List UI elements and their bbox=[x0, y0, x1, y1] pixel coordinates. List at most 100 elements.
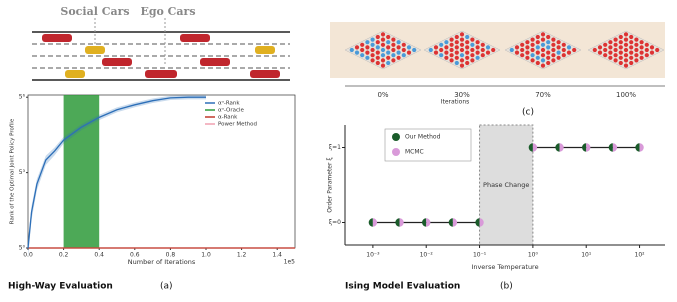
x-tick-label: 0.0 bbox=[23, 252, 33, 259]
spin bbox=[380, 47, 386, 53]
axis-offset: 1e5 bbox=[284, 259, 296, 266]
spin bbox=[634, 42, 639, 47]
spin bbox=[465, 34, 470, 40]
panel-tag: (c) bbox=[522, 108, 534, 118]
spin bbox=[546, 40, 551, 45]
spin bbox=[406, 50, 412, 55]
spin bbox=[365, 45, 370, 50]
y-tick-label: ξ=0 bbox=[329, 219, 341, 226]
spin bbox=[365, 50, 370, 55]
spin bbox=[459, 42, 465, 47]
spin bbox=[465, 45, 470, 50]
region-label: Phase Change bbox=[483, 181, 529, 189]
legend-label: αᵅ-Rank bbox=[218, 101, 240, 107]
spin bbox=[396, 45, 401, 50]
spin bbox=[608, 40, 613, 45]
spin bbox=[613, 53, 618, 58]
spin bbox=[386, 60, 391, 66]
spin bbox=[370, 58, 375, 63]
spin bbox=[454, 55, 459, 60]
spin bbox=[629, 40, 634, 45]
spin bbox=[380, 63, 386, 68]
spin bbox=[509, 47, 514, 53]
spin bbox=[475, 40, 480, 45]
spin bbox=[386, 40, 391, 45]
spin bbox=[401, 47, 406, 53]
spin bbox=[535, 40, 540, 45]
spin bbox=[546, 34, 551, 40]
label: Ego Cars bbox=[140, 5, 195, 18]
panel-tag: (a) bbox=[160, 282, 173, 292]
point-half bbox=[639, 143, 644, 152]
spin bbox=[540, 47, 546, 53]
label: Social Cars bbox=[60, 5, 129, 18]
spin bbox=[433, 50, 439, 55]
legend-label: Power Method bbox=[218, 122, 257, 128]
spin bbox=[629, 60, 634, 66]
spin bbox=[623, 42, 629, 47]
spin bbox=[401, 53, 406, 58]
y-axis-label: Rank of the Optimal Joint Policy Profile bbox=[10, 118, 16, 224]
spin bbox=[551, 42, 556, 47]
point-half bbox=[448, 218, 453, 227]
spin bbox=[540, 32, 546, 37]
spin bbox=[623, 47, 629, 53]
spin bbox=[618, 55, 623, 60]
spin bbox=[480, 47, 485, 53]
spin bbox=[530, 42, 535, 47]
x-tick-label: 1.0 bbox=[201, 252, 211, 259]
axis-label: Iterations bbox=[441, 99, 470, 106]
spin bbox=[561, 47, 566, 53]
spin bbox=[370, 42, 375, 47]
spin bbox=[525, 45, 530, 50]
spin bbox=[470, 47, 475, 53]
point-half bbox=[582, 143, 587, 152]
spin bbox=[485, 45, 491, 50]
spin bbox=[465, 40, 470, 45]
spin bbox=[520, 42, 525, 47]
spin bbox=[444, 50, 449, 55]
spin bbox=[623, 63, 629, 68]
spin bbox=[556, 55, 561, 60]
spin bbox=[386, 50, 391, 55]
caption: Ising Model Evaluation bbox=[345, 282, 460, 292]
spin bbox=[546, 50, 551, 55]
spin bbox=[618, 45, 623, 50]
spin bbox=[454, 40, 459, 45]
spin bbox=[629, 34, 634, 40]
spin bbox=[597, 45, 603, 50]
spin bbox=[546, 45, 551, 50]
spin bbox=[608, 50, 613, 55]
spin bbox=[535, 50, 540, 55]
spin bbox=[475, 50, 480, 55]
spin bbox=[375, 34, 380, 40]
spin bbox=[391, 37, 396, 42]
legend-swatch bbox=[392, 148, 400, 156]
spin bbox=[406, 45, 412, 50]
spin bbox=[480, 42, 485, 47]
spin bbox=[530, 58, 535, 63]
spin bbox=[655, 47, 660, 53]
spin bbox=[561, 53, 566, 58]
spin bbox=[546, 55, 551, 60]
spin bbox=[475, 55, 480, 60]
panel-tag: (b) bbox=[500, 282, 513, 292]
spin bbox=[613, 58, 618, 63]
spin bbox=[370, 47, 375, 53]
x-tick-label: 10² bbox=[635, 252, 646, 259]
lattice-illustration bbox=[330, 22, 665, 87]
spin bbox=[623, 58, 629, 63]
spin bbox=[629, 45, 634, 50]
phase-region bbox=[479, 124, 534, 246]
spin bbox=[540, 63, 546, 68]
spin bbox=[566, 50, 572, 55]
band bbox=[28, 95, 206, 258]
line bbox=[27, 96, 206, 249]
x-tick-label: 10⁻³ bbox=[366, 252, 380, 259]
spin bbox=[370, 53, 375, 58]
spin bbox=[360, 47, 365, 53]
spin bbox=[360, 53, 365, 58]
point-half bbox=[586, 143, 591, 152]
spin bbox=[433, 45, 439, 50]
